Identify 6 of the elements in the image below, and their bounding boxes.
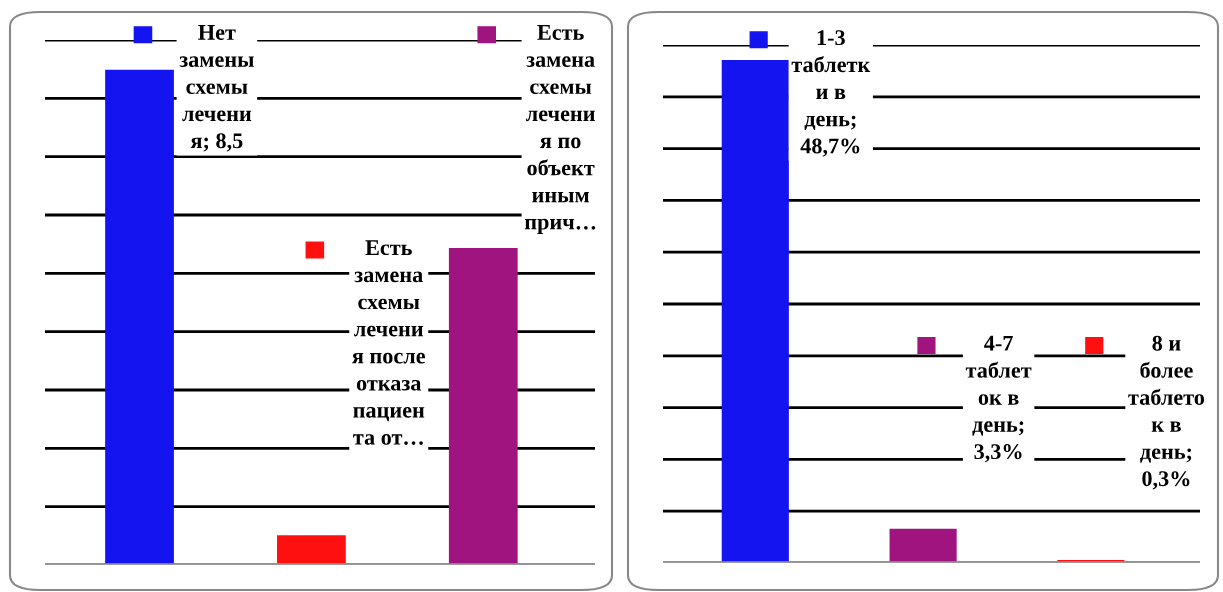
category-label: Нет замены схемы лечени я; 8,5 [179, 25, 254, 152]
category-label: 4-7 таблет ок в день; 3,3% [965, 335, 1032, 463]
category-label: Есть замена схемы лечени я после отказа пациен та от… [352, 240, 426, 445]
category-label: 8 и более таблето к в день; 0,3% [1128, 335, 1205, 490]
category-label: Есть замена схемы лечени я по объект иным прич… [524, 25, 596, 235]
category-label: 1-3 таблетк и в день; 48,7% [791, 30, 871, 157]
